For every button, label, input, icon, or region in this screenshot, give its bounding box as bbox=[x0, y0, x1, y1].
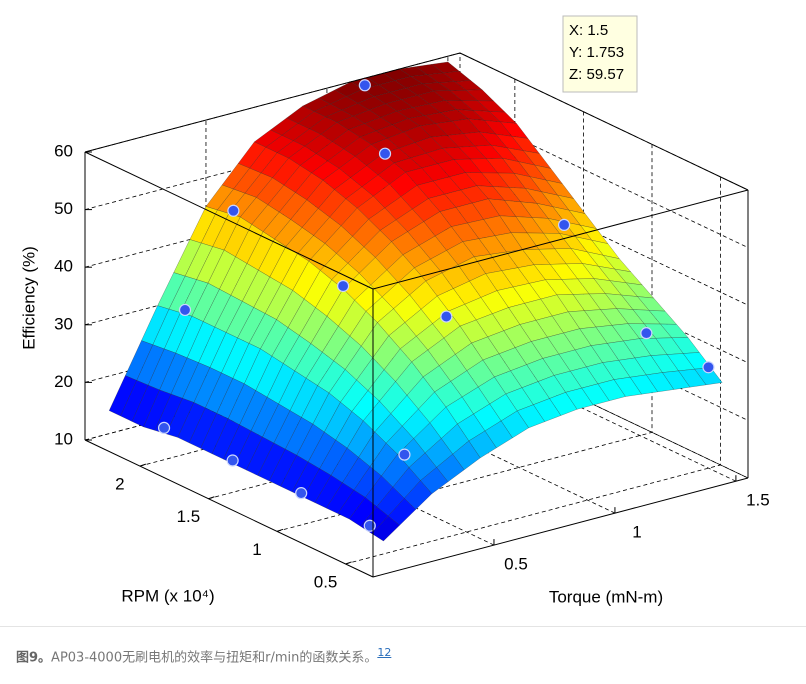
data-point bbox=[227, 204, 240, 217]
data-point bbox=[157, 421, 171, 435]
caption-text: AP03-4000无刷电机的效率与扭矩和r/min的函数关系。 bbox=[51, 650, 378, 666]
data-point bbox=[378, 147, 392, 160]
data-point bbox=[337, 279, 350, 293]
datatip: X: 1.5 Y: 1.753 Z: 59.57 bbox=[562, 15, 638, 93]
data-point bbox=[178, 303, 192, 317]
datatip-text: X: 1.5 bbox=[569, 22, 608, 39]
reference-link[interactable]: 12 bbox=[377, 646, 392, 659]
tick-mark bbox=[276, 528, 284, 532]
surface bbox=[108, 61, 723, 542]
data-point bbox=[440, 310, 453, 323]
x-axis-label: Torque (mN-m) bbox=[549, 587, 663, 606]
caption-ref: 12 bbox=[377, 646, 391, 659]
z-tick-label: 30 bbox=[54, 314, 73, 333]
data-point bbox=[640, 327, 653, 340]
data-point bbox=[398, 448, 411, 461]
y-tick-label: 1 bbox=[252, 540, 261, 559]
data-point bbox=[358, 79, 371, 92]
tick-mark bbox=[345, 561, 352, 565]
y-tick-label: 2 bbox=[115, 475, 124, 494]
x-tick-label: 0.5 bbox=[504, 555, 528, 574]
box-edge bbox=[372, 189, 749, 290]
tick-mark bbox=[208, 496, 215, 500]
x-tick-label: 1.5 bbox=[746, 491, 770, 510]
data-point bbox=[557, 218, 571, 231]
z-axis-label: Efficiency (%) bbox=[19, 246, 38, 350]
axes: 10 20 30 40 50 60 0.5 1 1.5 0.5 1 1.5 2 bbox=[54, 52, 770, 591]
box-edge bbox=[84, 151, 374, 290]
caption-label: 图9。 bbox=[16, 650, 52, 666]
z-tick-label: 50 bbox=[54, 199, 73, 218]
z-tick-label: 60 bbox=[54, 141, 73, 160]
box-edge bbox=[459, 52, 749, 191]
grid-line bbox=[345, 176, 721, 565]
datatip-text: Y: 1.753 bbox=[569, 44, 624, 61]
tick-mark bbox=[139, 463, 147, 467]
z-tick-label: 10 bbox=[54, 429, 73, 448]
caption: 图9。AP03-4000无刷电机的效率与扭矩和r/min的函数关系。12 bbox=[16, 646, 391, 665]
chart: 10 20 30 40 50 60 0.5 1 1.5 0.5 1 1.5 2 Efficiency (… bbox=[19, 15, 770, 606]
y-tick-label: 0.5 bbox=[314, 572, 338, 591]
z-tick-label: 40 bbox=[54, 257, 73, 276]
box-edge bbox=[84, 52, 461, 153]
separator bbox=[0, 626, 806, 627]
data-point bbox=[226, 454, 239, 467]
data-point bbox=[363, 519, 376, 532]
y-tick-label: 1.5 bbox=[177, 507, 201, 526]
surface-patch bbox=[371, 515, 400, 542]
box-edge bbox=[372, 477, 749, 578]
y-axis-label: RPM (x 10⁴) bbox=[121, 586, 214, 605]
datatip-box bbox=[562, 15, 638, 93]
datatip-text: Z: 59.57 bbox=[569, 66, 624, 83]
z-tick-label: 20 bbox=[54, 372, 73, 391]
box-edge bbox=[84, 439, 374, 578]
x-tick-label: 1 bbox=[632, 523, 641, 542]
data-point bbox=[702, 361, 715, 374]
data-point bbox=[295, 487, 308, 500]
